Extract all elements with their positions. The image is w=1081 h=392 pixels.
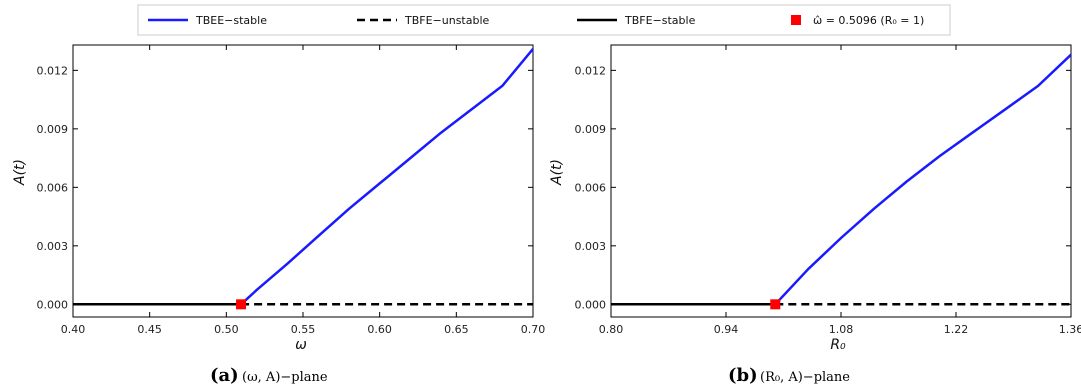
legend-label-tbfe-unstable: TBFE−unstable	[404, 14, 490, 27]
panel-a: A(t) ω (a) (ω, A)−plane 0.40 0.45 0.50 0.55…	[12, 44, 546, 386]
y-tick-label-b: 0.012	[575, 64, 607, 77]
plot-frame-b	[610, 44, 1072, 318]
legend-marker-omega-hat	[791, 15, 801, 25]
x-tick-label-a: 0.55	[291, 323, 316, 336]
y-axis-label-a: A(t)	[12, 159, 28, 186]
x-tick-label-b: 1.22	[944, 323, 969, 336]
caption-text-a: (ω, A)−plane	[242, 370, 328, 385]
bifurcation-marker-b	[770, 299, 781, 310]
y-tick-label-b: 0.000	[575, 298, 607, 311]
x-tick-label-b: 0.80	[599, 323, 624, 336]
x-tick-label-b: 1.08	[829, 323, 854, 336]
y-tick-label-a: 0.003	[37, 240, 69, 253]
series-tbee-stable-a	[240, 48, 534, 306]
x-axis-label-b: R₀	[830, 337, 846, 353]
x-tick-label-a: 0.45	[137, 323, 162, 336]
x-tick-label-a: 0.50	[214, 323, 239, 336]
caption-letter-b: (b)	[728, 365, 758, 386]
x-tick-label-a: 0.60	[367, 323, 392, 336]
y-axis-label-b: A(t)	[549, 159, 565, 186]
y-tick-label-b: 0.009	[575, 123, 607, 136]
x-tick-label-b: 1.36	[1059, 323, 1081, 336]
y-tick-label-b: 0.003	[575, 240, 607, 253]
y-tick-label-a: 0.006	[37, 181, 69, 194]
x-tick-label-a: 0.70	[521, 323, 546, 336]
plot-frame-a	[72, 44, 534, 318]
y-tick-label-a: 0.012	[37, 64, 69, 77]
x-tick-label-b: 0.94	[714, 323, 739, 336]
x-tick-label-a: 0.40	[61, 323, 86, 336]
y-tick-label-a: 0.009	[37, 123, 69, 136]
x-axis-label-a: ω	[295, 337, 307, 353]
series-tbee-stable-b	[774, 53, 1072, 306]
legend: TBEE−stable TBFE−unstable TBFE−stable ω̂…	[137, 4, 951, 36]
bifurcation-marker-a	[236, 299, 247, 310]
x-tick-label-a: 0.65	[444, 323, 469, 336]
caption-text-b: (R₀, A)−plane	[760, 370, 850, 385]
legend-label-tbfe-stable: TBFE−stable	[624, 14, 696, 27]
legend-label-tbee-stable: TBEE−stable	[195, 14, 267, 27]
y-tick-label-b: 0.006	[575, 181, 607, 194]
legend-label-omega-hat: ω̂ = 0.5096 (R₀ = 1)	[813, 14, 924, 27]
panel-b: A(t) R₀ (b) (R₀, A)−plane 0.80 0.94 1.08 1.…	[549, 44, 1081, 386]
caption-letter-a: (a)	[210, 365, 239, 386]
y-tick-label-a: 0.000	[37, 298, 69, 311]
legend-frame	[137, 4, 951, 36]
